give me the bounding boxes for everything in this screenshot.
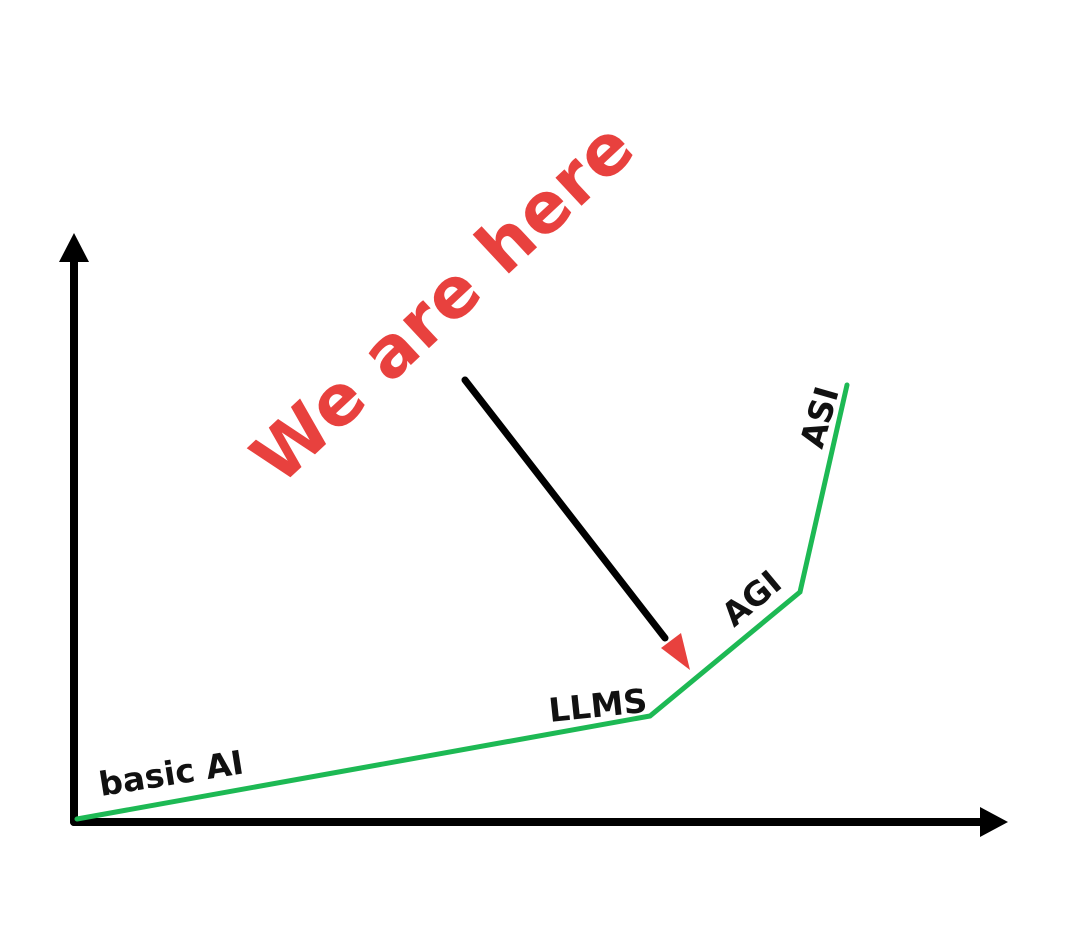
stage-label-llms: LLMS xyxy=(547,681,649,730)
y-axis-arrowhead-icon xyxy=(59,233,89,262)
pointer-arrowhead-icon xyxy=(661,633,690,670)
growth-curve xyxy=(74,382,850,822)
x-axis-arrowhead-icon xyxy=(980,807,1008,837)
stage-label-agi: AGI xyxy=(714,563,789,635)
pointer-arrow-line xyxy=(461,376,669,642)
annotation-we-are-here: We are here xyxy=(236,105,651,499)
stage-label-asi: ASI xyxy=(792,382,846,452)
